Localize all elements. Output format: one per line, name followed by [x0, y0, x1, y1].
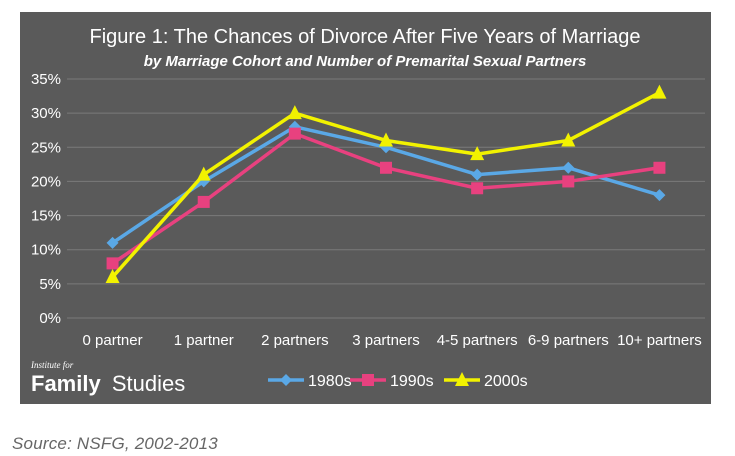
point-marker-triangle [455, 372, 469, 386]
y-tick-label: 10% [31, 242, 61, 259]
point-marker-square [562, 175, 575, 188]
point-marker-diamond [106, 236, 119, 249]
y-tick-label: 15% [31, 208, 61, 225]
point-marker-triangle [379, 132, 393, 147]
point-marker-diamond [471, 168, 484, 181]
point-marker-diamond [562, 161, 575, 174]
logo-family: Family [31, 371, 101, 396]
x-tick-label: 2 partners [261, 332, 329, 349]
point-marker-square [197, 195, 210, 208]
point-marker-square [106, 257, 119, 270]
point-marker-diamond [280, 374, 292, 386]
family-studies-logo: Institute for Family Studies [30, 360, 185, 396]
y-tick-label: 5% [39, 276, 61, 293]
x-tick-label: 10+ partners [617, 332, 702, 349]
legend-label: 1980s [308, 373, 352, 390]
point-marker-triangle [470, 146, 485, 161]
point-marker-square [362, 374, 374, 386]
y-tick-label: 25% [31, 139, 61, 156]
chart-title: Figure 1: The Chances of Divorce After F… [89, 26, 640, 48]
chart-panel: Figure 1: The Chances of Divorce After F… [20, 12, 711, 404]
legend-item-1990s: 1990s [350, 373, 434, 390]
point-marker-triangle [105, 269, 120, 284]
x-axis-ticks: 0 partner 1 partner 2 partners 3 partners 4-… [83, 332, 702, 349]
x-tick-label: 0 partner [83, 332, 143, 349]
grid-layer [67, 78, 705, 319]
logo-line1: Institute for [30, 360, 74, 370]
point-marker-square [380, 161, 392, 174]
y-tick-label: 30% [31, 105, 61, 122]
x-tick-label: 1 partner [174, 332, 234, 349]
point-marker-triangle [287, 105, 302, 120]
chart-subtitle: by Marriage Cohort and Number of Premari… [144, 53, 587, 70]
legend-label: 2000s [484, 373, 528, 390]
logo-line2: Family Studies [31, 371, 185, 396]
y-tick-label: 35% [31, 71, 61, 88]
legend-label: 1990s [390, 373, 434, 390]
x-tick-label: 3 partners [352, 332, 420, 349]
series-1990s [106, 127, 666, 270]
y-axis-ticks: 0% 5% 10% 15% 20% 25% 30% 35% [31, 71, 61, 327]
point-marker-square [288, 127, 301, 140]
point-marker-triangle [561, 132, 576, 147]
point-marker-diamond [653, 189, 666, 202]
x-tick-label: 6-9 partners [528, 332, 609, 349]
source-note: Source: NSFG, 2002-2013 [12, 434, 218, 453]
point-marker-triangle [196, 166, 211, 181]
y-tick-label: 0% [39, 310, 61, 327]
legend-item-2000s: 2000s [444, 372, 528, 390]
chart-svg: Figure 1: The Chances of Divorce After F… [30, 26, 705, 396]
legend-item-1980s: 1980s [268, 373, 352, 390]
point-marker-square [653, 161, 666, 174]
x-tick-label: 4-5 partners [437, 332, 518, 349]
point-marker-square [471, 182, 484, 195]
logo-studies: Studies [112, 371, 185, 396]
series-2000s [105, 84, 667, 284]
point-marker-triangle [652, 84, 667, 99]
legend: 1980s 1990s 2000s [268, 372, 528, 390]
series-layer [105, 84, 667, 284]
y-tick-label: 20% [31, 173, 61, 190]
